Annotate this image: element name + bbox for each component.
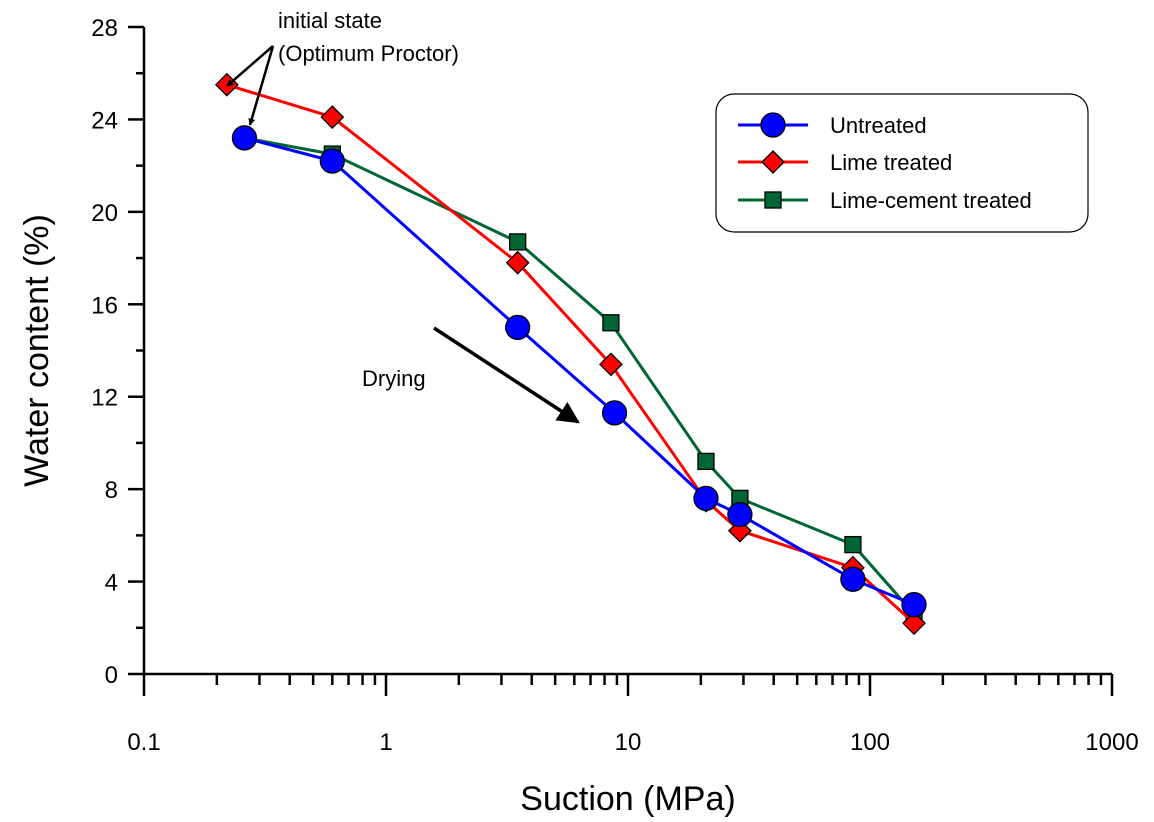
data-point-lime-treated [599, 352, 623, 377]
data-point-lime-cement-treated [844, 535, 862, 554]
axes: 0 4 8 12 16 20 24 28 0.1 1 10 100 1000 Suction (MPa) W… [18, 15, 1139, 818]
data-point-untreated [901, 592, 927, 618]
legend-label: Lime treated [830, 150, 952, 175]
y-tick-label: 8 [105, 477, 118, 504]
annotation-arrow-to-lime-initial [226, 45, 274, 87]
x-tick-label: 1000 [1085, 729, 1138, 756]
y-tick-label: 24 [91, 107, 118, 134]
legend-items: Untreated Lime treated Lime-cement treated [738, 112, 1032, 213]
data-point-lime-cement-treated [697, 452, 715, 471]
y-tick-label: 4 [105, 570, 118, 597]
x-tick-label: 1 [379, 729, 392, 756]
series-line-lime-treated [226, 83, 916, 625]
legend-swatch-marker [760, 112, 786, 138]
series-untreated [231, 125, 927, 618]
legend-swatch-marker [764, 191, 782, 209]
data-point-lime-cement-treated [509, 233, 527, 251]
data-point-untreated [231, 125, 258, 151]
legend-swatch-marker [761, 150, 785, 174]
y-tick-label: 12 [91, 385, 118, 412]
series-line-untreated [244, 136, 915, 607]
y-tick-label: 0 [105, 662, 118, 689]
y-axis-title: Water content (%) [18, 214, 56, 487]
legend-item-untreated: Untreated [738, 112, 927, 138]
data-point-untreated [840, 566, 866, 592]
x-tick-label: 0.1 [127, 729, 160, 756]
data-point-untreated [319, 148, 345, 174]
data-point-untreated [601, 400, 628, 426]
data-point-lime-treated [505, 250, 530, 275]
x-tick-label: 100 [850, 729, 890, 756]
y-tick-label: 16 [91, 292, 118, 319]
x-tick-label: 10 [615, 729, 642, 756]
legend-item-lime-treated: Lime treated [738, 150, 952, 175]
data-point-lime-cement-treated [602, 314, 620, 332]
x-axis-title: Suction (MPa) [520, 780, 735, 818]
data-point-untreated [693, 485, 719, 512]
annotations: initial state (Optimum Proctor) Drying [226, 8, 580, 424]
series-line-lime-cement-treated [244, 136, 916, 615]
data-point-lime-treated [320, 105, 345, 130]
annotation-initial-state-line1: initial state [278, 8, 382, 33]
legend-item-lime-cement-treated: Lime-cement treated [738, 188, 1032, 213]
legend-label: Untreated [830, 113, 927, 138]
y-tick-label: 28 [91, 15, 118, 42]
legend: Untreated Lime treated Lime-cement treated [715, 93, 1089, 233]
data-point-untreated [727, 501, 753, 528]
annotation-drying: Drying [362, 366, 426, 391]
annotation-arrow-to-untreated-initial [248, 45, 275, 126]
annotation-initial-state-line2: (Optimum Proctor) [278, 41, 459, 66]
y-tick-label: 20 [91, 200, 118, 227]
legend-box [715, 93, 1089, 233]
series-layer [214, 72, 927, 636]
data-point-lime-treated [902, 611, 926, 636]
legend-label: Lime-cement treated [830, 188, 1032, 213]
annotation-drying-arrow [433, 326, 580, 424]
data-point-untreated [505, 314, 531, 341]
